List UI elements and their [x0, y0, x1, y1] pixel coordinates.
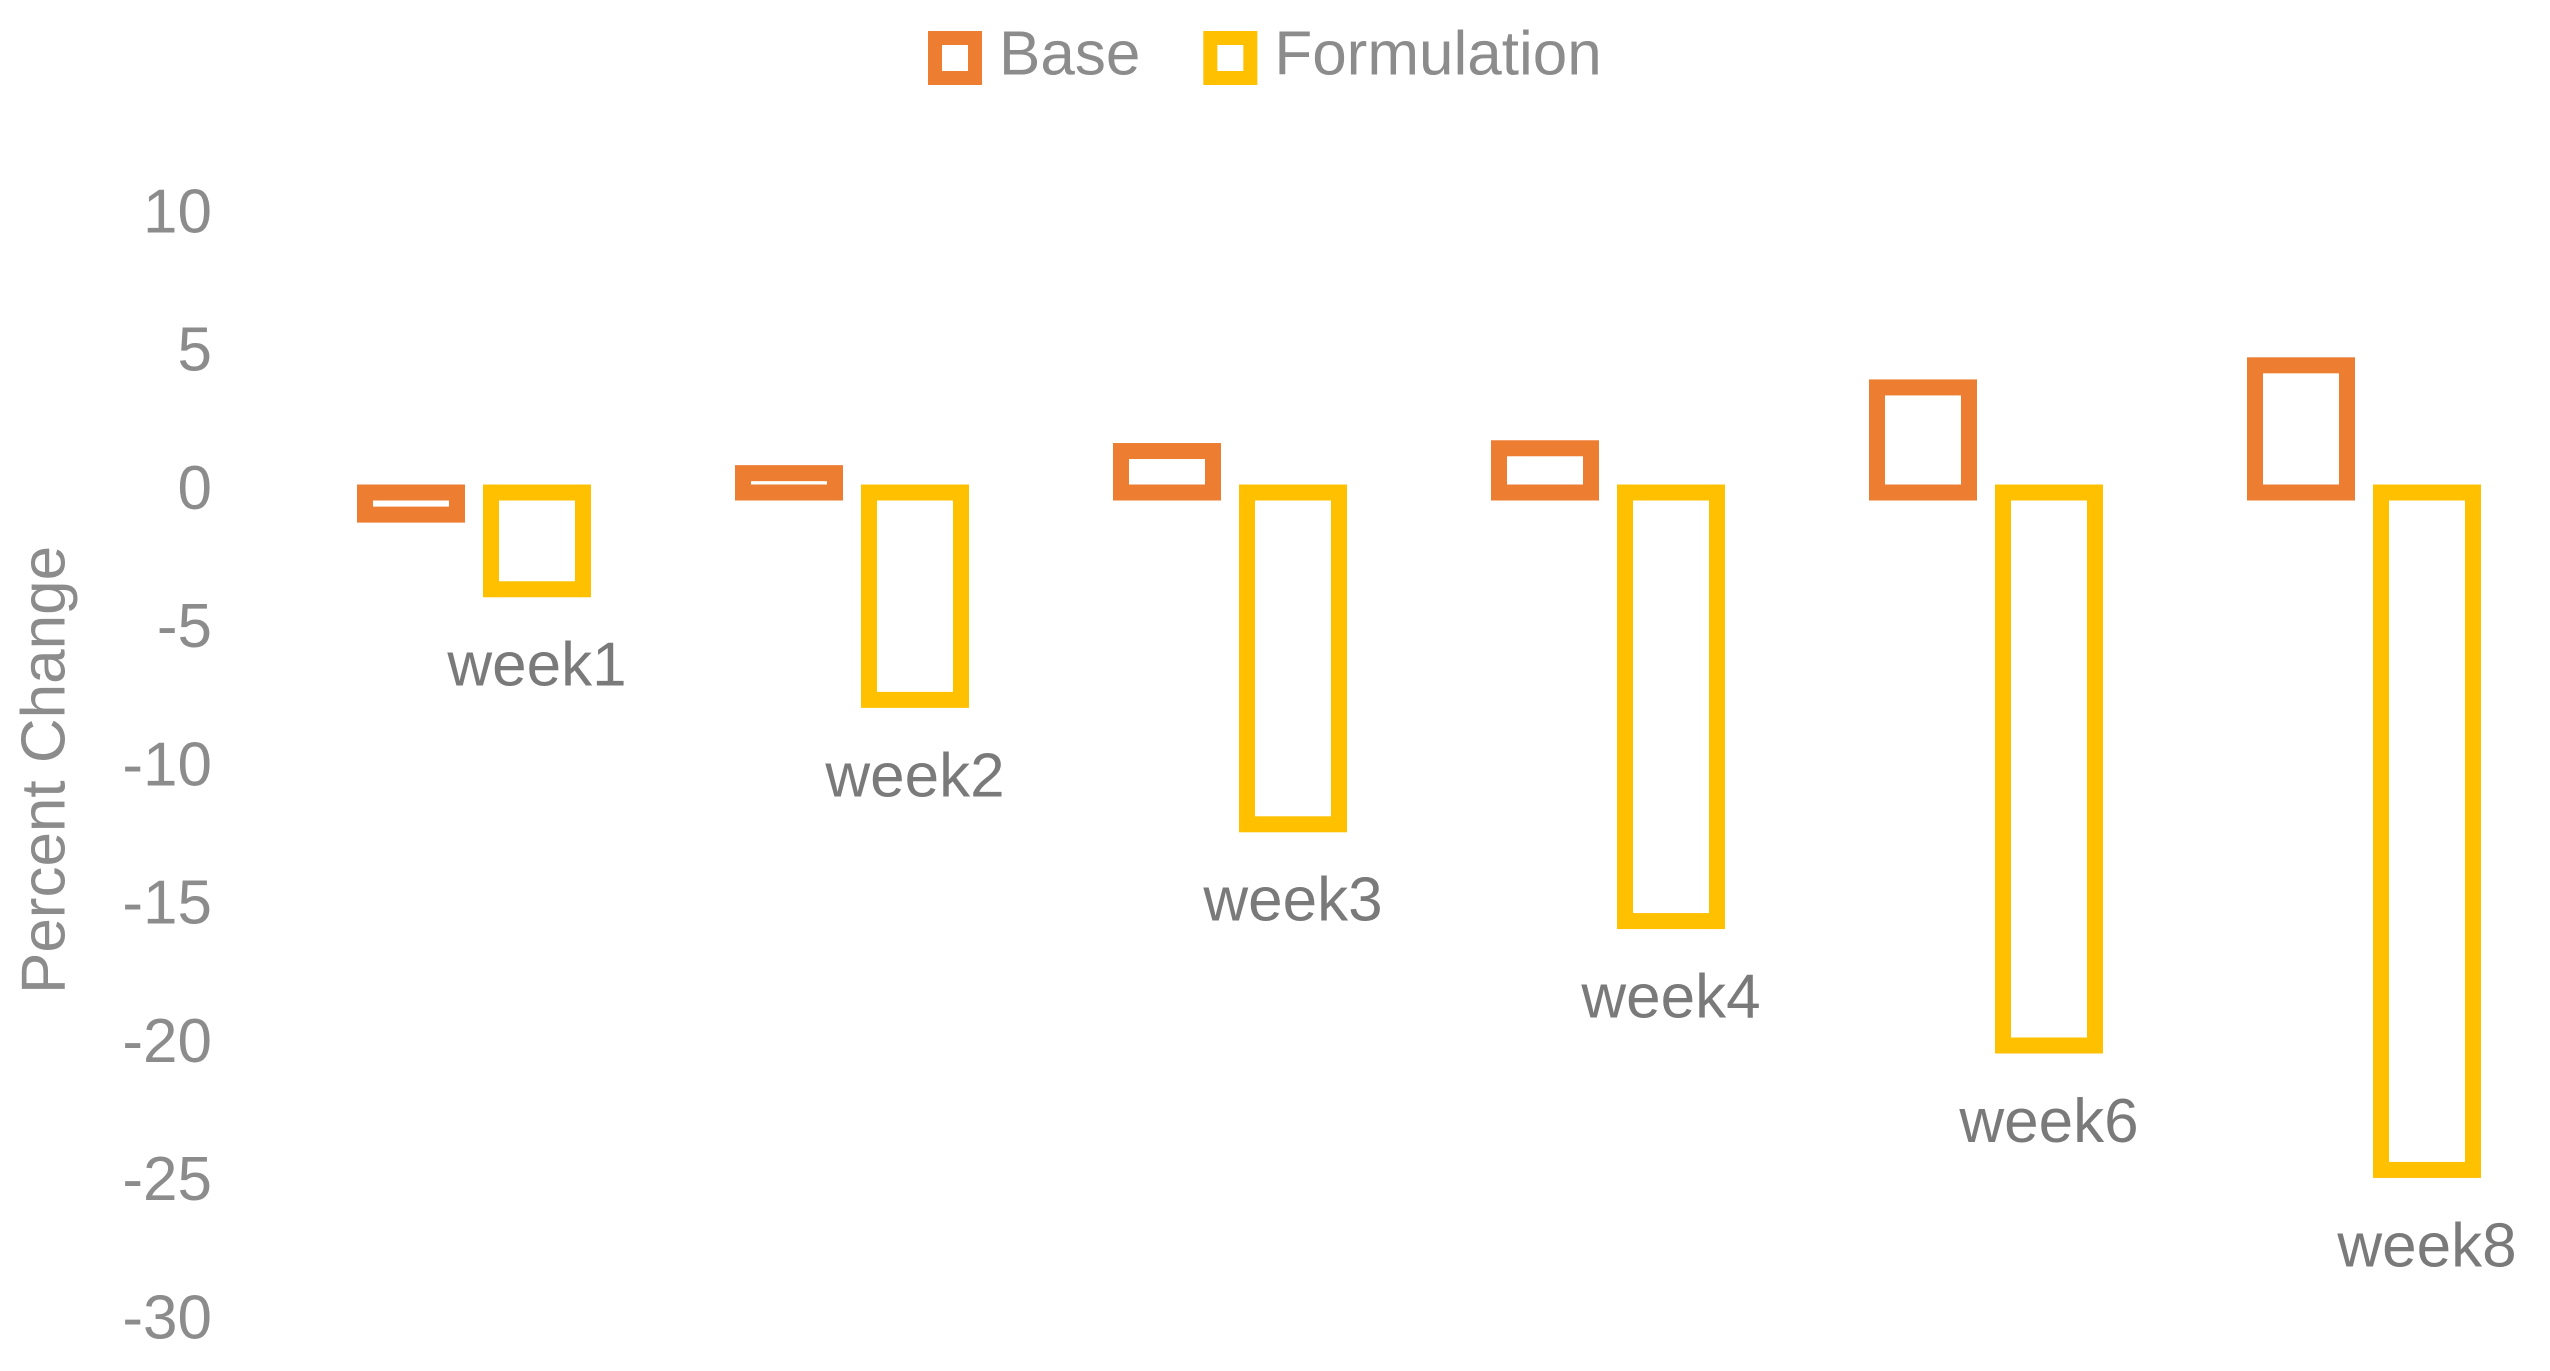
bar [1239, 484, 1347, 833]
bar [357, 484, 465, 523]
y-axis-title: Percent Change [9, 546, 78, 994]
bar [1869, 379, 1977, 501]
x-tick-label: week4 [1580, 962, 1760, 1031]
bar [1617, 484, 1725, 930]
bar [2373, 484, 2481, 1178]
x-tick-label: week8 [2336, 1211, 2516, 1280]
bar [1491, 440, 1599, 501]
bar [1995, 484, 2103, 1054]
x-tick-label: week2 [824, 741, 1004, 810]
x-tick-label: week3 [1202, 866, 1382, 935]
legend-label: Formulation [1274, 19, 1601, 88]
y-tick-label: -10 [122, 730, 212, 799]
y-tick-label: -15 [122, 869, 212, 938]
bar [1113, 443, 1221, 501]
bar [483, 484, 591, 598]
legend-swatch [1203, 31, 1258, 85]
y-tick-label: -20 [122, 1007, 212, 1076]
x-tick-label: week6 [1958, 1087, 2138, 1156]
y-tick-label: 5 [178, 316, 212, 385]
legend-label: Base [999, 19, 1140, 88]
legend-swatch [928, 31, 982, 85]
y-tick-label: -25 [122, 1145, 212, 1214]
y-tick-label: 0 [178, 454, 212, 523]
bar [861, 484, 969, 708]
bar [2247, 357, 2355, 501]
x-tick-label: week1 [446, 631, 626, 700]
y-tick-label: 10 [143, 177, 212, 246]
y-tick-label: -5 [157, 592, 212, 661]
y-tick-label: -30 [122, 1283, 212, 1352]
bar [735, 465, 843, 501]
